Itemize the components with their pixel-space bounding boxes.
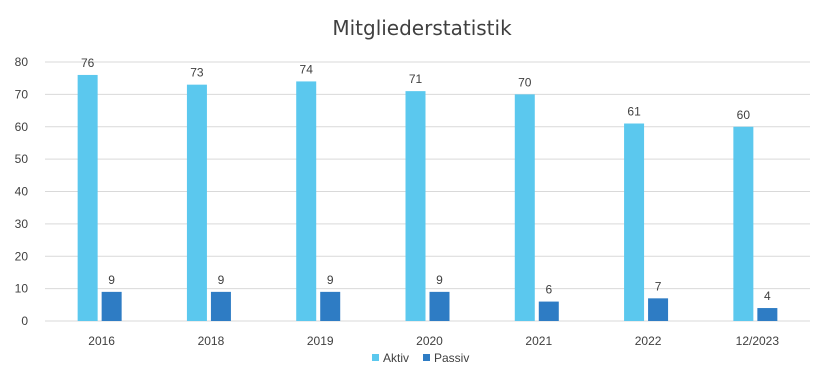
bar-passiv-2018 — [210, 291, 231, 321]
y-tick-label: 80 — [15, 55, 29, 69]
y-tick-label: 70 — [15, 87, 29, 101]
bar-passiv-2019 — [320, 291, 341, 321]
x-tick-label: 2016 — [88, 334, 115, 348]
bar-aktiv-2022 — [624, 123, 645, 321]
bars — [77, 74, 778, 321]
legend-swatch-passiv — [423, 354, 430, 361]
data-label-passiv: 4 — [764, 289, 771, 303]
y-tick-label: 30 — [15, 217, 29, 231]
bar-aktiv-2016 — [77, 74, 98, 321]
y-tick-label: 10 — [15, 282, 29, 296]
bar-aktiv-2020 — [405, 91, 426, 321]
x-tick-label: 2018 — [198, 334, 225, 348]
y-tick-label: 0 — [21, 314, 28, 328]
bar-aktiv-12-2023 — [733, 126, 754, 321]
x-tick-label: 2019 — [307, 334, 334, 348]
data-label-aktiv: 60 — [737, 108, 751, 122]
legend-label-aktiv: Aktiv — [383, 351, 409, 365]
bar-aktiv-2018 — [186, 84, 207, 321]
bar-passiv-2020 — [429, 291, 450, 321]
bar-passiv-2021 — [538, 301, 559, 321]
legend-label-passiv: Passiv — [434, 351, 469, 365]
legend-swatch-aktiv — [372, 354, 379, 361]
y-tick-label: 60 — [15, 120, 29, 134]
data-label-passiv: 9 — [436, 273, 443, 287]
y-tick-label: 20 — [15, 249, 29, 263]
bar-aktiv-2019 — [296, 81, 317, 321]
data-label-passiv: 9 — [108, 273, 115, 287]
data-label-aktiv: 73 — [190, 66, 204, 80]
data-label-passiv: 9 — [218, 273, 225, 287]
data-label-aktiv: 70 — [518, 75, 532, 89]
data-label-aktiv: 74 — [300, 62, 314, 76]
bar-passiv-2016 — [101, 291, 122, 321]
legend: Aktiv Passiv — [372, 351, 469, 365]
bar-passiv-12-2023 — [757, 308, 778, 321]
bar-passiv-2022 — [648, 298, 669, 321]
y-tick-label: 40 — [15, 185, 29, 199]
data-label-aktiv: 76 — [81, 56, 95, 70]
gridlines — [45, 61, 810, 322]
data-label-aktiv: 61 — [627, 105, 641, 119]
bar-aktiv-2021 — [514, 94, 535, 321]
data-label-aktiv: 71 — [409, 72, 423, 86]
y-axis: 0 10 20 30 40 50 60 70 80 — [15, 55, 29, 328]
x-tick-label: 2020 — [416, 334, 443, 348]
x-tick-label: 2021 — [525, 334, 552, 348]
y-tick-label: 50 — [15, 152, 29, 166]
x-axis: 2016 2018 2019 2020 2021 2022 12/2023 — [88, 334, 779, 348]
data-label-passiv: 9 — [327, 273, 334, 287]
x-tick-label: 12/2023 — [736, 334, 780, 348]
data-label-passiv: 6 — [545, 283, 552, 297]
chart-title: Mitgliederstatistik — [332, 16, 512, 40]
data-label-passiv: 7 — [655, 279, 662, 293]
x-tick-label: 2022 — [635, 334, 662, 348]
